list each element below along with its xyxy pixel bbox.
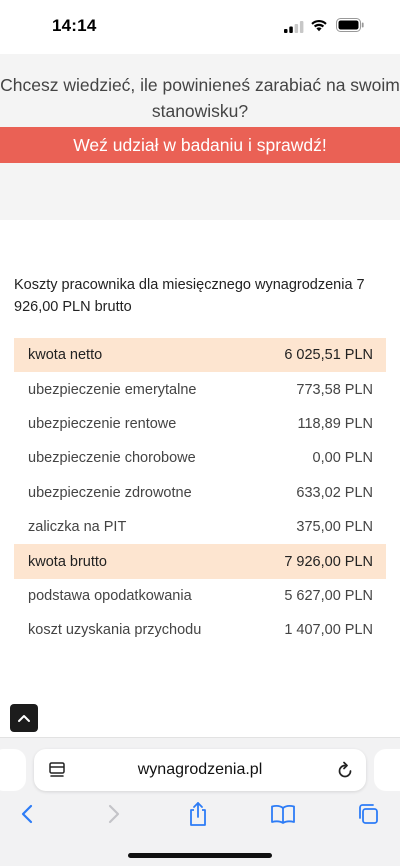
row-value: 7 926,00 PLN [284,553,373,570]
status-time: 14:14 [52,16,97,35]
cellular-signal-icon [284,21,304,33]
row-label: koszt uzyskania przychodu [28,622,202,639]
table-row: ubezpieczenie chorobowe 0,00 PLN [14,441,386,475]
previous-tab-preview[interactable] [0,749,26,791]
table-row: kwota netto 6 025,51 PLN [14,338,386,373]
tabs-icon [359,804,378,824]
bookmarks-button[interactable] [269,800,297,828]
table-row: koszt uzyskania przychodu 1 407,00 PLN [14,613,386,647]
row-label: kwota netto [28,347,103,364]
row-value: 5 627,00 PLN [284,587,373,604]
home-indicator[interactable] [128,853,272,858]
row-label: kwota brutto [28,553,107,570]
share-icon [190,802,206,826]
chevron-up-icon [18,715,30,722]
row-value: 1 407,00 PLN [284,622,373,639]
back-icon [21,804,33,824]
forward-button[interactable] [100,800,128,828]
row-value: 375,00 PLN [296,519,373,536]
table-row: podstawa opodatkowania 5 627,00 PLN [14,579,386,613]
battery-icon [336,18,364,32]
reload-icon[interactable] [336,760,354,780]
wifi-icon [311,19,327,32]
row-value: 6 025,51 PLN [284,347,373,364]
row-label: ubezpieczenie rentowe [28,415,177,432]
row-value: 633,02 PLN [296,484,373,501]
row-label: ubezpieczenie chorobowe [28,450,196,467]
bookmarks-icon [271,804,295,824]
url-text[interactable]: wynagrodzenia.pl [137,761,263,778]
forward-icon [108,804,120,824]
address-bar[interactable]: wynagrodzenia.pl [34,749,366,791]
table-row: ubezpieczenie emerytalne 773,58 PLN [14,372,386,406]
tabs-button[interactable] [354,800,382,828]
share-button[interactable] [184,800,212,828]
scroll-to-top-button[interactable] [10,704,38,732]
costs-table: kwota netto 6 025,51 PLN ubezpieczenie e… [14,338,386,648]
next-tab-preview[interactable] [374,749,400,791]
table-row: ubezpieczenie zdrowotne 633,02 PLN [14,476,386,510]
row-label: zaliczka na PIT [28,519,127,536]
table-row: ubezpieczenie rentowe 118,89 PLN [14,407,386,441]
row-label: ubezpieczenie emerytalne [28,381,197,398]
table-row: kwota brutto 7 926,00 PLN [14,544,386,579]
table-row: zaliczka na PIT 375,00 PLN [14,510,386,544]
row-label: podstawa opodatkowania [28,587,192,604]
row-value: 118,89 PLN [297,415,373,432]
costs-title: Koszty pracownika dla miesięcznego wynag… [14,277,365,315]
reader-icon[interactable] [48,761,66,779]
promo-question: Chcesz wiedzieć, ile powinieneś zarabiać… [0,75,400,121]
back-button[interactable] [13,800,41,828]
survey-cta-button[interactable]: Weź udział w badaniu i sprawdź! [0,127,400,163]
row-value: 773,58 PLN [296,381,373,398]
status-bar: 14:14 [0,0,400,54]
row-value: 0,00 PLN [312,450,373,467]
row-label: ubezpieczenie zdrowotne [28,484,192,501]
